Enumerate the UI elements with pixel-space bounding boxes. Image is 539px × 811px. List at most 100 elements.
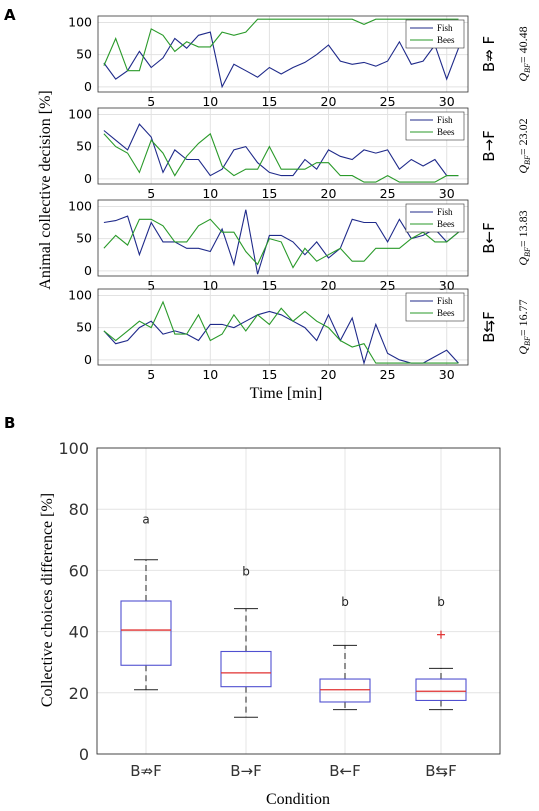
plot-frame [96, 447, 501, 755]
significance-letter: b [341, 595, 349, 609]
y-tick-label: 20 [69, 684, 89, 703]
x-tick-label: 25 [380, 367, 396, 382]
series-line-fish [103, 123, 459, 177]
x-tick-label: 20 [321, 367, 337, 382]
x-tick-label: B⇏F [130, 762, 162, 780]
q-value-label: QBF= 40.48 [516, 26, 532, 81]
series-line-fish [103, 31, 460, 89]
x-tick-label: 15 [261, 186, 277, 201]
q-value-label: QBF= 16.77 [516, 299, 532, 354]
legend-label-bees: Bees [437, 127, 455, 137]
panel-b-ylabel: Collective choices difference [%] [39, 493, 56, 707]
x-tick-label: 5 [147, 186, 155, 201]
y-tick-label: 50 [76, 139, 92, 154]
box-iqr [220, 650, 272, 688]
legend-label-fish: Fish [437, 115, 453, 125]
x-tick-label: 25 [380, 94, 396, 109]
y-tick-label: 50 [76, 320, 92, 335]
x-tick-label: 10 [202, 94, 218, 109]
y-tick-label: 100 [68, 287, 92, 302]
q-value-label: QBF= 23.02 [516, 118, 532, 173]
box-1: a B⇏F [120, 512, 172, 780]
x-tick-label: B⇆F [425, 762, 457, 780]
series-line-bees [103, 300, 459, 364]
panel-b-letter: B [4, 414, 15, 432]
x-tick-label: 5 [147, 278, 155, 293]
series-line-bees [103, 132, 459, 183]
q-subscript: BF [523, 63, 532, 73]
y-tick-label: 0 [84, 79, 92, 94]
series-line-fish [103, 209, 459, 275]
y-tick-label: 0 [79, 745, 89, 764]
legend-box [405, 111, 465, 141]
subplot-frame [97, 15, 469, 93]
legend-label-bees: Bees [437, 219, 455, 229]
subplot-2: 100 50 0 5 10 15 20 25 30 Fish Bees B→F QBF= 23.02 [68, 106, 532, 201]
x-tick-label: 15 [261, 94, 277, 109]
box-2: b B→F [220, 564, 272, 780]
y-tick-label: 80 [69, 500, 89, 519]
y-tick-label: 0 [84, 263, 92, 278]
y-tick-label: 40 [69, 623, 89, 642]
condition-label: B→F [480, 130, 498, 162]
x-tick-label: B→F [230, 762, 262, 780]
y-tick-label: 50 [76, 231, 92, 246]
series-line-bees [103, 18, 459, 72]
box-3: b B←F [319, 595, 371, 780]
box-4: b B⇆F [415, 595, 467, 780]
panel-a-letter: A [4, 6, 16, 24]
x-tick-label: 30 [439, 186, 455, 201]
significance-letter: b [437, 595, 445, 609]
q-symbol: Q [516, 257, 530, 266]
subplot-4: 100 50 0 5 10 15 20 25 30 Fish Bees B⇆F QBF= 16.77 [68, 287, 532, 382]
legend-label-fish: Fish [437, 23, 453, 33]
legend: Fish Bees [405, 111, 465, 141]
legend-label-bees: Bees [437, 35, 455, 45]
panel-b-xlabel: Condition [266, 791, 330, 808]
q-number: = 23.02 [516, 118, 530, 155]
subplot-frame [97, 288, 469, 366]
legend-label-fish: Fish [437, 207, 453, 217]
x-tick-label: 30 [439, 367, 455, 382]
q-number: = 40.48 [516, 26, 530, 63]
box-iqr [120, 600, 172, 666]
condition-label: B⇏ F [480, 36, 498, 72]
box-iqr [415, 678, 467, 702]
x-tick-label: 20 [321, 186, 337, 201]
y-tick-label: 100 [68, 106, 92, 121]
x-tick-label: B←F [329, 762, 361, 780]
legend: Fish Bees [405, 203, 465, 233]
q-symbol: Q [516, 73, 530, 82]
q-symbol: Q [516, 165, 530, 174]
panel-a-ylabel: Animal collective decision [%] [37, 90, 54, 289]
x-tick-label: 20 [321, 94, 337, 109]
condition-label: B⇆F [480, 311, 498, 343]
q-number: = 13.83 [516, 210, 530, 247]
q-number: = 16.77 [516, 299, 530, 336]
condition-label: B←F [480, 222, 498, 254]
x-tick-label: 25 [380, 186, 396, 201]
x-tick-label: 10 [202, 367, 218, 382]
q-subscript: BF [523, 247, 532, 257]
x-tick-label: 5 [147, 94, 155, 109]
legend-box [405, 292, 465, 322]
legend: Fish Bees [405, 292, 465, 322]
x-tick-label: 15 [261, 367, 277, 382]
y-tick-label: 100 [58, 439, 89, 458]
significance-letter: b [242, 564, 250, 578]
y-tick-label: 50 [76, 47, 92, 62]
q-subscript: BF [523, 336, 532, 346]
series-line-fish [103, 310, 459, 366]
subplot-1: 100 50 0 5 10 15 20 25 30 Fish Bees B⇏ F QBF= 40.48 [68, 14, 532, 109]
significance-letter: a [142, 512, 149, 526]
y-tick-label: 0 [84, 171, 92, 186]
subplot-frame [97, 199, 469, 277]
legend: Fish Bees [405, 19, 465, 49]
legend-box [405, 203, 465, 233]
panel-a-xlabel: Time [min] [250, 385, 323, 402]
panel-b-boxplot: 100 80 60 40 20 0 a B⇏F b B→F b B←F b B⇆F [58, 439, 501, 780]
x-tick-label: 30 [439, 94, 455, 109]
